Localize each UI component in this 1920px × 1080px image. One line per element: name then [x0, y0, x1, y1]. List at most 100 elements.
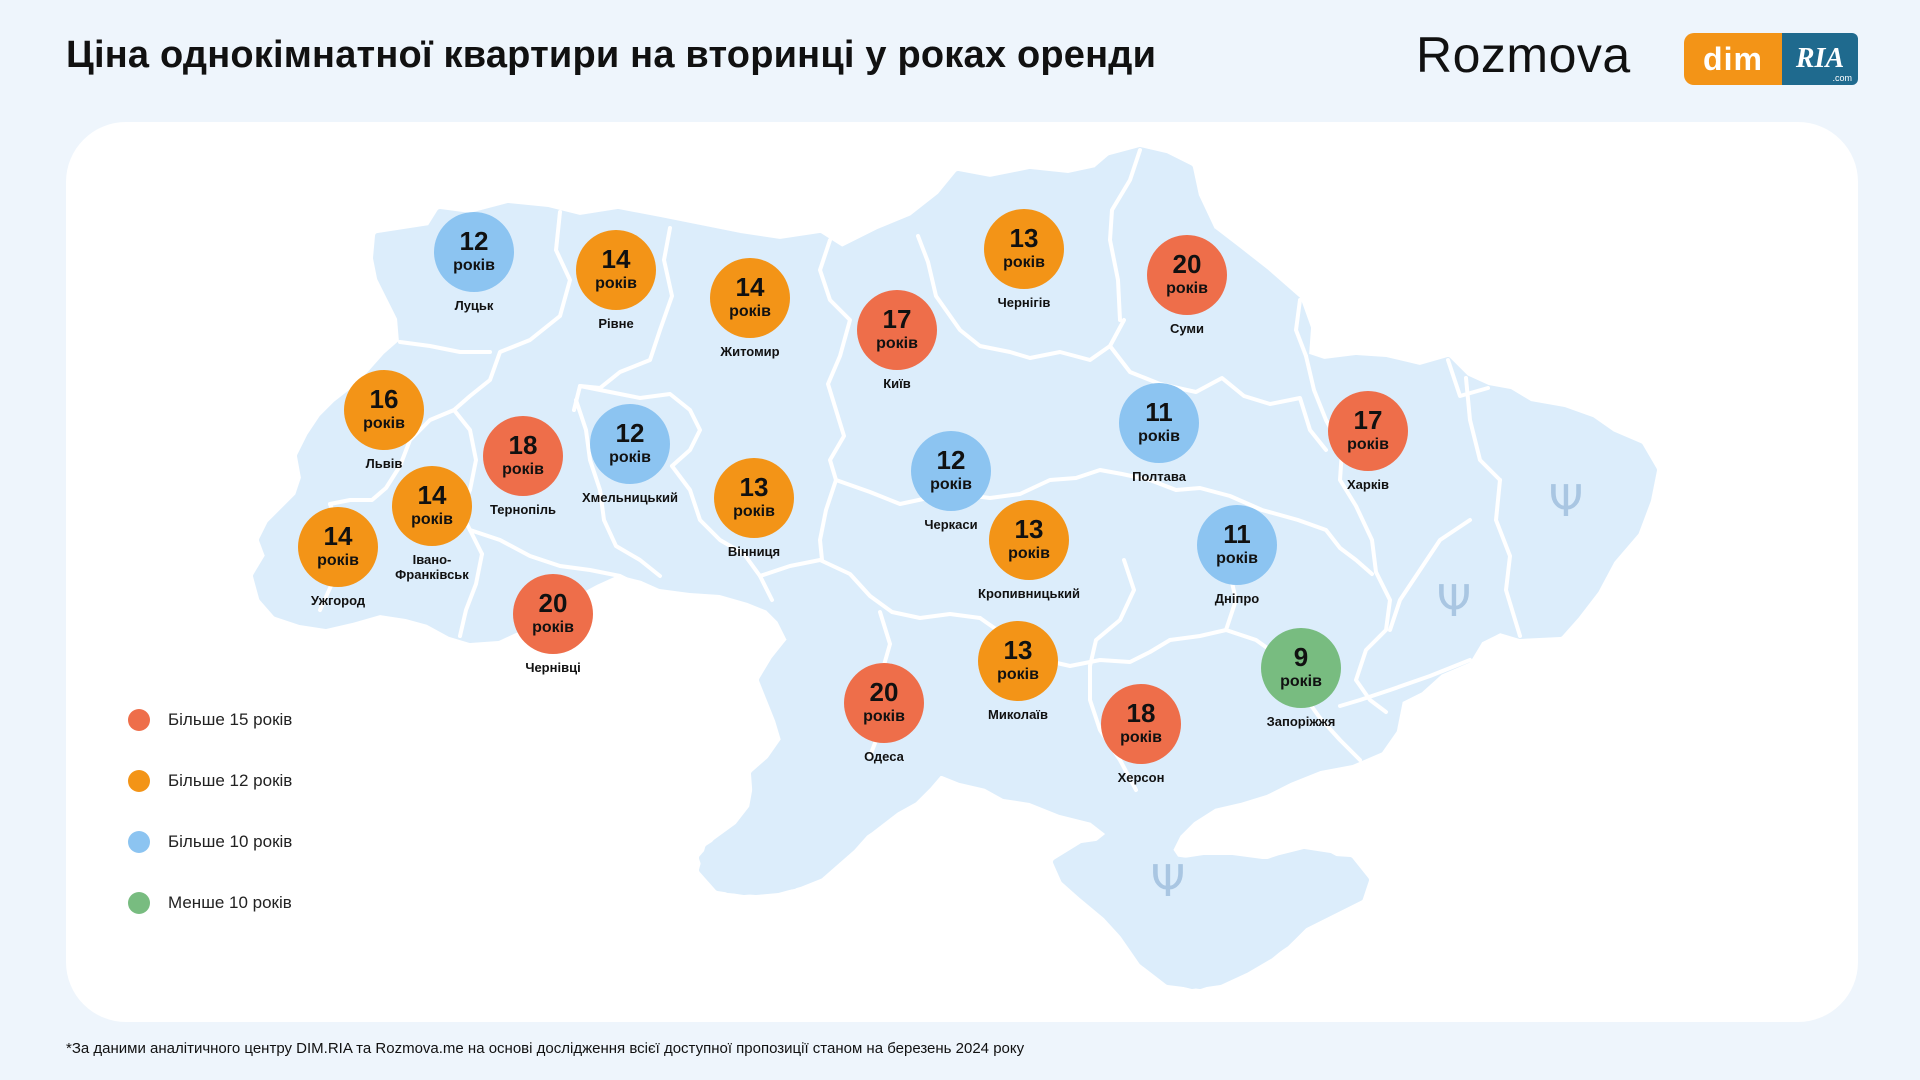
legend-dot-blue: [128, 831, 150, 853]
region-city-label: Одеса: [864, 749, 904, 764]
region-years-unit: років: [411, 511, 453, 528]
border-line: [468, 528, 642, 588]
region-years-unit: років: [1120, 729, 1162, 746]
region-years-unit: років: [609, 449, 651, 466]
trident-icon: Ψ: [1151, 856, 1186, 907]
region-city-label: Вінниця: [728, 544, 780, 559]
region-circle: [1197, 505, 1277, 585]
region-circle: [1101, 684, 1181, 764]
region-city-label: Кропивницький: [978, 586, 1080, 601]
region-city-label: Запоріжжя: [1267, 714, 1336, 729]
region-city-label: Київ: [883, 376, 911, 391]
region-city-label: Житомир: [719, 344, 779, 359]
region-years-value: 11: [1145, 397, 1173, 427]
region-years-unit: років: [1138, 428, 1180, 445]
page-title: Ціна однокімнатної квартири на вторинці …: [66, 34, 1157, 76]
region-years-unit: років: [1280, 673, 1322, 690]
region-circle: [1119, 383, 1199, 463]
region-years-unit: років: [997, 666, 1039, 683]
border-line: [1294, 298, 1308, 358]
region-city-label: Дніпро: [1215, 591, 1260, 606]
region-years-value: 12: [937, 445, 966, 475]
bessarabia-outline: [699, 741, 873, 895]
border-line: [1494, 478, 1522, 638]
crimea-outline: [1053, 839, 1363, 989]
border-line: [458, 552, 484, 638]
region-years-value: 20: [1173, 249, 1202, 279]
region-years-value: 12: [460, 226, 489, 256]
region-years-value: 14: [324, 521, 353, 551]
region-city-label: Черкаси: [924, 517, 977, 532]
region-years-unit: років: [1166, 280, 1208, 297]
region-circle: [710, 258, 790, 338]
region-city-label: Рівне: [598, 316, 633, 331]
legend-dot-red: [128, 709, 150, 731]
region-city-label: Харків: [1347, 477, 1389, 492]
region-years-unit: років: [729, 303, 771, 320]
region-city-label: Суми: [1170, 321, 1204, 336]
region-years-unit: років: [930, 476, 972, 493]
region-city-label: Львів: [366, 456, 403, 471]
region-years-unit: років: [363, 415, 405, 432]
region-years-value: 14: [602, 244, 631, 274]
region-years-unit: років: [1347, 436, 1389, 453]
border-line: [1088, 664, 1138, 792]
region-city-label: Чернівці: [525, 660, 580, 675]
legend-label-green: Менше 10 років: [168, 893, 292, 912]
border-line: [1304, 354, 1378, 574]
border-line: [328, 408, 456, 506]
region-circle: [1147, 235, 1227, 315]
region-years-unit: років: [863, 708, 905, 725]
region-years-value: 18: [1127, 698, 1156, 728]
region-years-value: 12: [616, 418, 645, 448]
region-years-unit: років: [733, 503, 775, 520]
legend-dot-green: [128, 892, 150, 914]
region-years-value: 13: [740, 472, 769, 502]
region-years-value: 14: [736, 272, 765, 302]
border-line: [574, 398, 662, 578]
region-city-label: Миколаїв: [988, 707, 1048, 722]
region-years-unit: років: [876, 335, 918, 352]
border-line: [452, 210, 572, 412]
border-line: [1464, 376, 1502, 482]
border-line: [398, 340, 492, 354]
region-years-value: 9: [1294, 642, 1308, 672]
legend-label-blue: Більше 10 років: [168, 832, 293, 851]
region-city-label: Ужгород: [311, 593, 366, 608]
region-city-label: Херсон: [1118, 770, 1165, 785]
ria-logo-com: .com: [1832, 73, 1852, 83]
border-line: [1338, 658, 1472, 708]
region-years-value: 16: [370, 384, 399, 414]
dim-logo-text: dim: [1684, 33, 1782, 85]
border-line: [1108, 344, 1328, 452]
region-years-unit: років: [317, 552, 359, 569]
region-city-label: Івано-: [413, 552, 452, 567]
legend-label-red: Більше 15 років: [168, 710, 293, 729]
region-years-unit: років: [595, 275, 637, 292]
region-circle: [513, 574, 593, 654]
border-line: [578, 384, 702, 468]
region-circle: [989, 500, 1069, 580]
legend: Більше 15 років Більше 12 років Більше 1…: [128, 708, 292, 952]
legend-item-orange: Більше 12 років: [128, 769, 292, 793]
legend-item-red: Більше 15 років: [128, 708, 292, 732]
border-line: [1446, 358, 1490, 398]
ria-logo-box: RIA .com: [1782, 33, 1858, 85]
region-circle: [483, 416, 563, 496]
legend-item-blue: Більше 10 років: [128, 830, 292, 854]
border-line: [1354, 570, 1392, 714]
region-years-value: 13: [1004, 635, 1033, 665]
